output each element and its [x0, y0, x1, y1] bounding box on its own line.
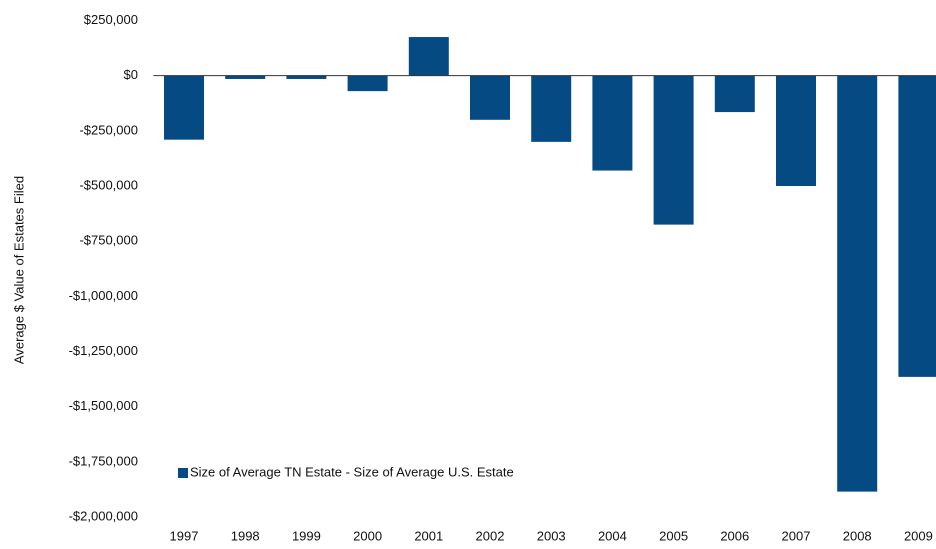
x-tick-label: 2006	[720, 528, 749, 543]
bar	[225, 75, 266, 79]
y-tick-label: -$1,750,000	[69, 453, 138, 468]
bar	[408, 37, 449, 76]
bar	[837, 75, 878, 492]
bar	[470, 75, 510, 120]
legend-label: Size of Average TN Estate - Size of Aver…	[190, 464, 514, 479]
y-tick-label: -$1,250,000	[69, 343, 138, 358]
x-tick-label: 1999	[292, 528, 321, 543]
bar	[592, 75, 633, 171]
bar	[531, 75, 572, 142]
x-tick-label: 2001	[414, 528, 443, 543]
bar	[714, 75, 755, 113]
y-tick-label: -$500,000	[79, 177, 138, 192]
x-tick-label: 2000	[353, 528, 382, 543]
x-tick-label: 2002	[476, 528, 505, 543]
x-tick-label: 2009	[904, 528, 933, 543]
y-tick-label: -$2,000,000	[69, 508, 138, 523]
bar	[898, 75, 936, 377]
y-tick-label: $250,000	[84, 12, 138, 27]
legend-swatch	[178, 468, 188, 478]
bar	[286, 75, 327, 79]
x-tick-label: 2008	[843, 528, 872, 543]
bar	[653, 75, 694, 225]
x-tick-label: 2004	[598, 528, 627, 543]
y-tick-label: -$250,000	[79, 122, 138, 137]
bar	[347, 75, 388, 92]
y-tick-label: $0	[124, 67, 138, 82]
x-tick-label: 1998	[231, 528, 260, 543]
y-tick-label: -$1,000,000	[69, 288, 138, 303]
y-tick-label: -$750,000	[79, 233, 138, 248]
y-axis-title: Average $ Value of Estates Filed	[11, 176, 26, 364]
x-tick-label: 2005	[659, 528, 688, 543]
bar	[776, 75, 816, 186]
x-tick-label: 1997	[170, 528, 199, 543]
x-tick-label: 2007	[782, 528, 811, 543]
bar	[164, 75, 204, 140]
y-tick-label: -$1,500,000	[69, 398, 138, 413]
x-tick-label: 2003	[537, 528, 566, 543]
